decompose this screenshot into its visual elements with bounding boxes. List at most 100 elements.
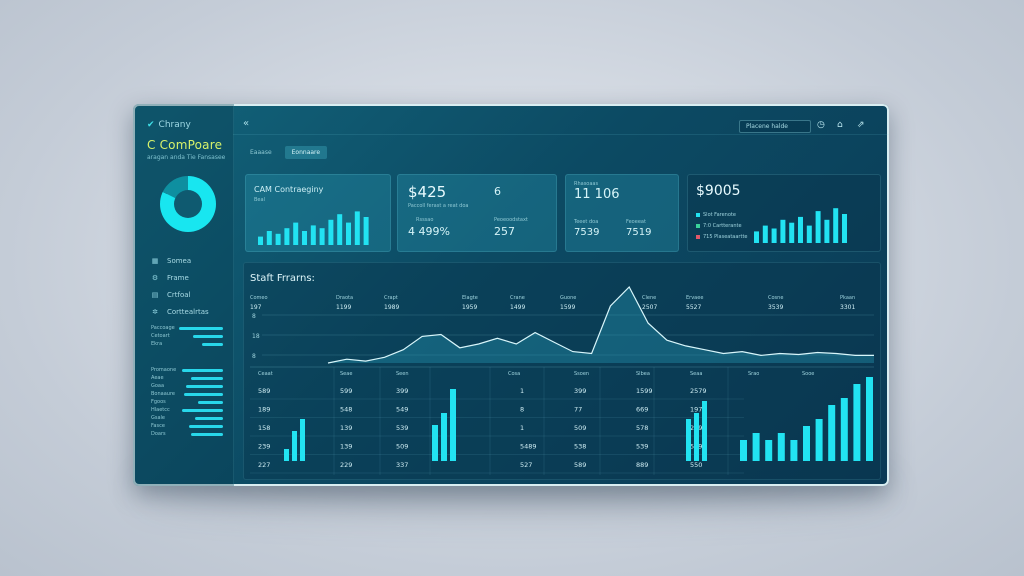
table-cell: 1599 [636,387,653,395]
sidebar-item-label: Corttealrtas [167,307,209,316]
card-contraeginy: CAM Contraeginy Beal [245,174,391,252]
bar [275,233,281,245]
bar [310,225,316,245]
metric-bar [202,342,223,346]
bar [450,389,456,461]
card-revenue: $425 6 Paccoll ferast a reat doa Rsssao … [397,174,557,252]
bar [292,431,297,461]
bar [803,426,810,461]
bar [866,377,873,461]
sidebar-item-somea[interactable]: ▦ Somea [151,252,209,269]
card-totals: Rhasoaas 11 106 Teeet doa Feoeeat 7539 7… [565,174,679,252]
legend-entry: Slot Farenote [696,209,748,220]
sidebar-item-crtfoal[interactable]: ▤ Crtfoal [151,286,209,303]
legend-swatch [696,212,700,217]
card-note: Paccoll ferast a reat doa [408,203,469,209]
table-cell: 189 [258,406,270,414]
metric-label: Bonaaure [151,391,175,397]
legend-swatch [696,234,700,239]
metric-label: Aeae [151,375,164,381]
table-head: Seen [396,371,409,377]
table-cell: 539 [396,424,408,432]
metric-row: Promaone [151,366,223,374]
y-tick: 18 [252,333,260,340]
metric-label: Goaa [151,383,165,389]
metric-row: Fasce [151,422,223,430]
search-input[interactable]: Placene halde [739,120,811,133]
brand-row: ✔ Chrany [147,120,191,130]
metric-row: Ekra [151,340,223,348]
table-cell: 589 [258,387,270,395]
sidebar-item-frame[interactable]: ⚙ Frame [151,269,209,286]
metric-bar [190,432,223,436]
tab-eaaase[interactable]: Eaaase [250,149,272,156]
summary-value: $9005 [696,183,741,199]
column-head: Crapt [384,295,398,301]
table-head: Slbea [636,371,650,377]
bar [266,231,272,245]
column-value: 3301 [840,304,855,311]
home-icon[interactable]: ⌂ [837,120,843,130]
bar [752,433,760,461]
bar [363,217,369,245]
table-cell: 550 [690,461,702,469]
summary-legend: Slot Farenote 7:0 Cartterante 715 Plaseata… [696,209,748,242]
tab-bar: Eaaase Eonnaare [243,146,328,159]
sidebar-item-label: Somea [167,256,192,265]
bar [833,208,839,243]
bar [789,222,795,243]
legend-swatch [696,223,700,228]
bar [346,222,351,245]
metric-bar [188,424,223,428]
stats-panel: Staft Frrarns: Comeo Draota Crapt Elagte Cra… [243,262,881,480]
topbar: « Placene halde ◷ ⌂ ⇗ [233,104,889,135]
card-bar-chart [258,211,369,245]
caption-right: Feoeeat [626,219,646,225]
bar [853,384,861,461]
revenue-value: $425 [408,183,447,201]
bar [328,219,334,245]
metric-label: Hlaetcc [151,407,170,413]
bar [740,440,747,461]
column-value: 3539 [768,304,783,311]
sidebar-item-corttealrtas[interactable]: ✲ Corttealrtas [151,303,209,320]
settings-icon: ⚙ [151,273,159,282]
table-cell: 669 [636,406,648,414]
bar [815,211,821,243]
bar [828,405,836,461]
table-cell: 399 [396,387,408,395]
column-value: 1199 [336,304,351,311]
clock-icon[interactable]: ◷ [817,120,825,130]
collapse-icon[interactable]: « [243,118,250,129]
table-cell: 2579 [690,387,707,395]
tab-eonnaare[interactable]: Eonnaare [284,146,328,159]
table-head: Srao [748,371,759,377]
column-head: Cosne [768,295,783,301]
table-cell: 548 [340,406,352,414]
column-value: 1599 [560,304,575,311]
metric-label: Gsale [151,415,166,421]
legend-entry: 7:0 Cartterante [696,220,748,231]
table-cell: 239 [258,443,270,451]
table-head: Cosa [508,371,520,377]
table-cell: 578 [636,424,648,432]
bar [754,231,759,243]
sidebar-item-label: Crtfoal [167,290,191,299]
bar [337,214,343,245]
value-right: 7519 [626,227,652,238]
metric-label: Fgoos [151,399,166,405]
metric-bar [186,384,223,388]
chart-icon[interactable]: ⇗ [857,120,865,130]
metric-row: Gsale [151,414,223,422]
table-cell: 549 [396,406,408,414]
sidebar-item-label: Frame [167,273,189,282]
bar [302,231,307,245]
table-cell: 589 [574,461,586,469]
table-cell: 5489 [520,443,537,451]
total-value: 11 106 [574,187,620,202]
metric-bar [179,326,223,330]
column-value: 2507 [642,304,657,311]
metric-bar [181,368,223,372]
metric-label: Cetoart [151,333,170,339]
metric-bar [197,400,223,404]
